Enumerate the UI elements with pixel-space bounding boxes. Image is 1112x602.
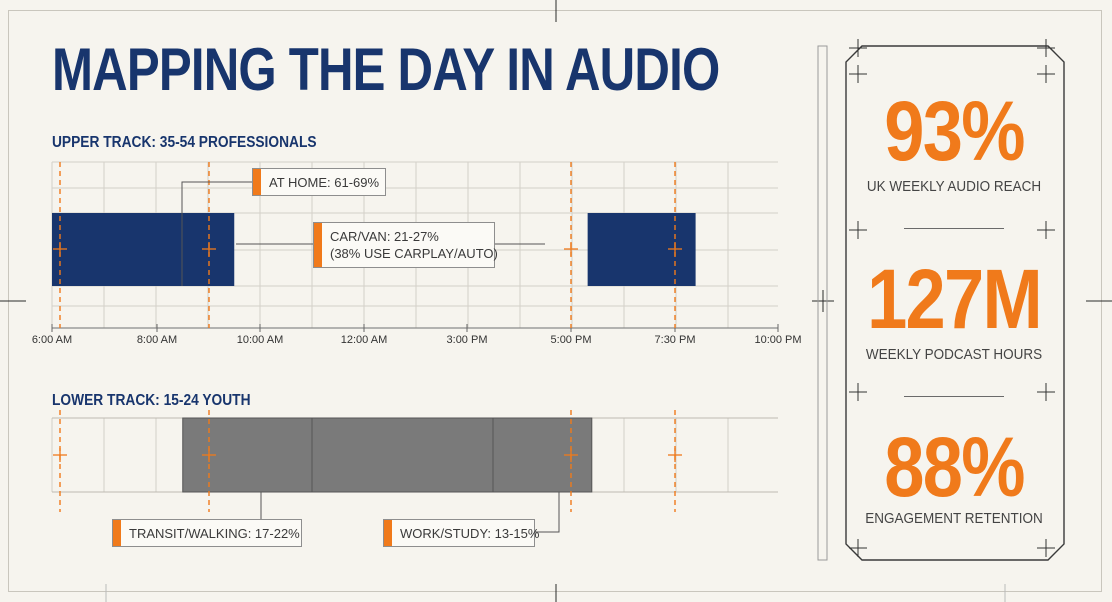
x-tick-label: 8:00 AM [137, 334, 177, 346]
stat-divider [904, 228, 1004, 229]
x-tick-label: 12:00 AM [341, 334, 387, 346]
callout-transit-walking: TRANSIT/WALKING: 17-22% [112, 519, 302, 547]
callout-car-van-line1: CAR/VAN: 21-27% [330, 229, 439, 244]
callout-at-home: AT HOME: 61-69% [252, 168, 386, 196]
stat-podcast-value: 127M [867, 252, 1043, 346]
lower-track-bar [311, 417, 494, 493]
x-tick-label: 5:00 PM [551, 334, 592, 346]
callout-marker [253, 169, 261, 195]
x-tick-label: 3:00 PM [447, 334, 488, 346]
stat-retention-value: 88% [884, 420, 1025, 514]
leader-line [181, 181, 252, 286]
stat-divider [904, 396, 1004, 397]
x-tick-label: 10:00 AM [237, 334, 283, 346]
callout-work-study-text: WORK/STUDY: 13-15% [400, 525, 540, 541]
stat-podcast-label: WEEKLY PODCAST HOURS [865, 346, 1043, 363]
x-tick-label: 7:30 PM [655, 334, 696, 346]
callout-at-home-text: AT HOME: 61-69% [269, 174, 380, 190]
page-title: MAPPING THE DAY IN AUDIO [52, 36, 720, 103]
side-rail [817, 45, 828, 561]
callout-marker [113, 520, 121, 546]
callout-marker [384, 520, 392, 546]
leader-line [535, 492, 560, 533]
upper-track-label: UPPER TRACK: 35-54 PROFESSIONALS [52, 134, 317, 151]
callout-car-van-line2: (38% USE CARPLAY/AUTO) [330, 246, 498, 261]
lower-track-label: LOWER TRACK: 15-24 YOUTH [52, 392, 251, 409]
stat-reach-label: UK WEEKLY AUDIO REACH [866, 178, 1042, 195]
x-tick-label: 10:00 PM [754, 334, 801, 346]
x-tick-label: 6:00 AM [32, 334, 72, 346]
stat-retention-label: ENGAGEMENT RETENTION [865, 510, 1043, 527]
stat-reach-value: 93% [884, 84, 1025, 178]
stats-panel-border [845, 45, 1065, 561]
callout-transit-walking-text: TRANSIT/WALKING: 17-22% [129, 525, 300, 541]
callout-car-van: CAR/VAN: 21-27% (38% USE CARPLAY/AUTO) [313, 222, 498, 268]
callout-work-study: WORK/STUDY: 13-15% [383, 519, 539, 547]
callout-marker [314, 223, 322, 267]
stats-panel: 93% UK WEEKLY AUDIO REACH 127M WEEKLY PO… [846, 46, 1062, 560]
